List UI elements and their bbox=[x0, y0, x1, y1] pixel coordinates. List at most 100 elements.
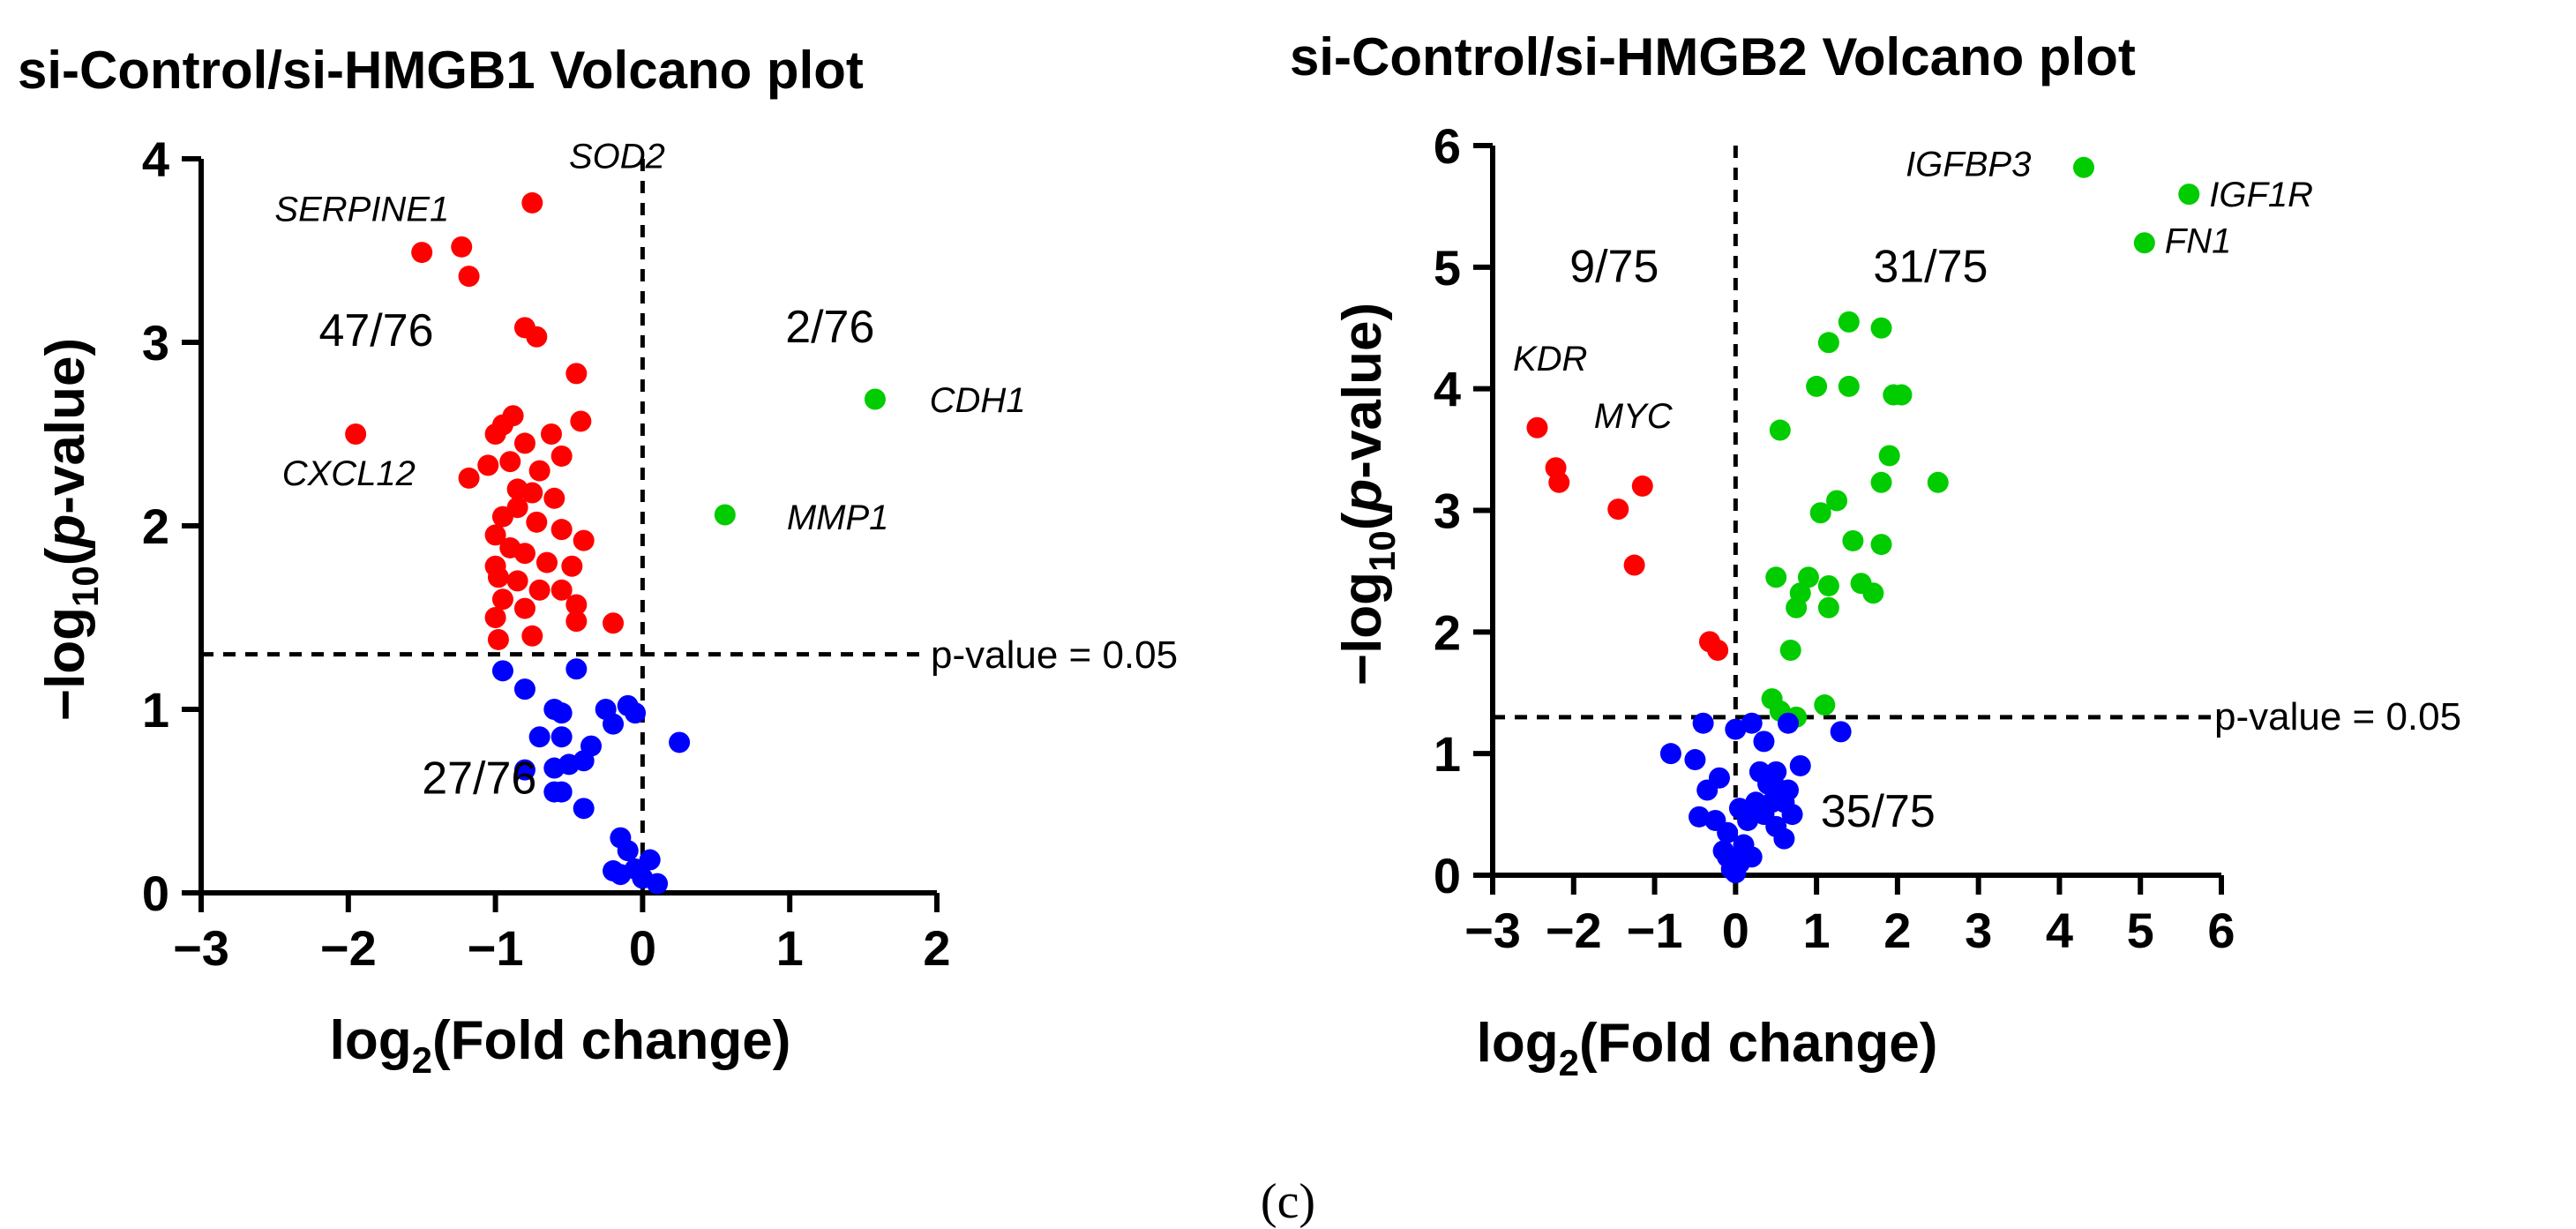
data-point-ns bbox=[1696, 779, 1719, 801]
data-point-down bbox=[499, 451, 521, 473]
data-point-ns bbox=[1781, 804, 1803, 826]
data-point-down bbox=[458, 467, 480, 489]
data-point-down bbox=[513, 597, 535, 619]
data-point-ns bbox=[1830, 721, 1852, 743]
data-point-ns bbox=[573, 798, 595, 820]
data-point-down bbox=[565, 363, 588, 385]
data-point-up bbox=[1838, 375, 1860, 397]
data-point-down bbox=[1607, 498, 1629, 521]
data-point-ns bbox=[1659, 743, 1681, 765]
data-point-down bbox=[458, 266, 480, 288]
data-point-up bbox=[714, 504, 736, 526]
data-point-up bbox=[1927, 471, 1949, 493]
x-tick-label: 1 bbox=[776, 920, 804, 976]
data-point-ns bbox=[1741, 846, 1763, 868]
data-point-up bbox=[1870, 317, 1892, 339]
data-point-down bbox=[451, 236, 473, 258]
data-point-up bbox=[1838, 311, 1860, 333]
gene-label: SOD2 bbox=[569, 137, 665, 176]
data-point-down bbox=[570, 410, 592, 432]
x-tick-label: −1 bbox=[468, 920, 524, 976]
data-point-ns bbox=[1773, 828, 1795, 850]
x-tick-label: 2 bbox=[923, 920, 950, 976]
count-label: 9/75 bbox=[1569, 241, 1659, 292]
data-point-down bbox=[543, 487, 565, 509]
volcano-plot-hmgb1: si-Control/si-HMGB1 Volcano plot log2(Fo… bbox=[18, 41, 1178, 1081]
data-point-up bbox=[1862, 582, 1884, 604]
data-point-ns bbox=[625, 702, 647, 724]
x-tick-label: −3 bbox=[173, 920, 229, 976]
data-point-ns bbox=[669, 731, 691, 753]
x-tick-label: −3 bbox=[1464, 903, 1521, 958]
data-point-ns bbox=[1725, 862, 1747, 884]
data-point-down bbox=[506, 570, 528, 592]
count-label: 2/76 bbox=[785, 302, 874, 353]
data-point-ns bbox=[1777, 712, 1799, 734]
data-point-up bbox=[1891, 384, 1913, 406]
data-point-ns bbox=[528, 726, 550, 748]
data-point-up bbox=[1765, 566, 1787, 588]
count-label: 31/75 bbox=[1873, 241, 1988, 292]
gene-label: IGF1R bbox=[2209, 176, 2313, 214]
x-tick-label: 0 bbox=[1722, 903, 1749, 958]
x-tick-label: 3 bbox=[1965, 903, 1992, 958]
data-point-ns bbox=[617, 840, 639, 862]
x-tick-label: −1 bbox=[1627, 903, 1683, 958]
y-tick-label: 2 bbox=[142, 498, 169, 554]
y-tick-label: 4 bbox=[142, 131, 169, 187]
data-point-down bbox=[487, 628, 509, 650]
x-tick-label: 4 bbox=[2046, 903, 2073, 958]
gene-label: KDR bbox=[1513, 340, 1587, 378]
data-point-up bbox=[2178, 184, 2200, 206]
data-point-ns bbox=[550, 702, 573, 724]
x-tick-label: 5 bbox=[2127, 903, 2154, 958]
y-axis-title: −log10(p-value) bbox=[1332, 303, 1403, 686]
gene-label: SERPINE1 bbox=[274, 191, 449, 229]
y-tick-label: 4 bbox=[1434, 362, 1461, 417]
threshold-label: p-value = 0.05 bbox=[2214, 695, 2461, 738]
data-point-up bbox=[1870, 534, 1892, 556]
data-point-ns bbox=[603, 713, 625, 735]
chart-title: si-Control/si-HMGB2 Volcano plot bbox=[1290, 27, 2136, 86]
data-point-up bbox=[1870, 471, 1892, 493]
data-point-down bbox=[561, 555, 583, 577]
count-label: 27/76 bbox=[422, 753, 536, 805]
gene-label: IGFBP3 bbox=[1906, 145, 2031, 184]
data-point-down bbox=[411, 242, 433, 264]
data-point-down bbox=[526, 326, 548, 348]
figure-caption: (c) bbox=[1261, 1174, 1315, 1229]
data-point-up bbox=[1878, 445, 1900, 467]
data-point-ns bbox=[550, 726, 573, 748]
data-point-down bbox=[573, 529, 595, 551]
data-point-up bbox=[864, 388, 886, 410]
chart-title: si-Control/si-HMGB1 Volcano plot bbox=[18, 41, 864, 100]
data-point-ns bbox=[1689, 806, 1711, 828]
count-label: 35/75 bbox=[1821, 786, 1936, 837]
data-point-ns bbox=[1789, 754, 1811, 776]
y-tick-label: 2 bbox=[1434, 604, 1461, 660]
data-point-up bbox=[1814, 694, 1836, 716]
data-point-up bbox=[1817, 596, 1839, 618]
y-tick-label: 3 bbox=[1434, 483, 1461, 539]
x-tick-label: 1 bbox=[1803, 903, 1831, 958]
x-tick-label: 0 bbox=[629, 920, 656, 976]
y-tick-label: 5 bbox=[1434, 240, 1461, 296]
data-point-ns bbox=[1737, 809, 1759, 831]
data-point-ns bbox=[1741, 712, 1763, 734]
data-point-ns bbox=[1725, 718, 1747, 740]
data-point-down bbox=[526, 511, 548, 533]
data-point-down bbox=[477, 454, 499, 476]
count-label: 47/76 bbox=[318, 305, 433, 356]
y-tick-label: 1 bbox=[1434, 726, 1461, 782]
x-tick-label: 6 bbox=[2207, 903, 2235, 958]
y-axis-title: −log10(p-value) bbox=[35, 338, 106, 721]
data-point-down bbox=[513, 543, 535, 565]
data-point-down bbox=[487, 566, 509, 588]
y-tick-label: 0 bbox=[1434, 848, 1461, 903]
data-point-ns bbox=[603, 860, 625, 882]
x-tick-label: −2 bbox=[1546, 903, 1602, 958]
threshold-label: p-value = 0.05 bbox=[931, 633, 1178, 677]
data-point-down bbox=[565, 611, 588, 633]
y-tick-label: 0 bbox=[142, 866, 169, 921]
